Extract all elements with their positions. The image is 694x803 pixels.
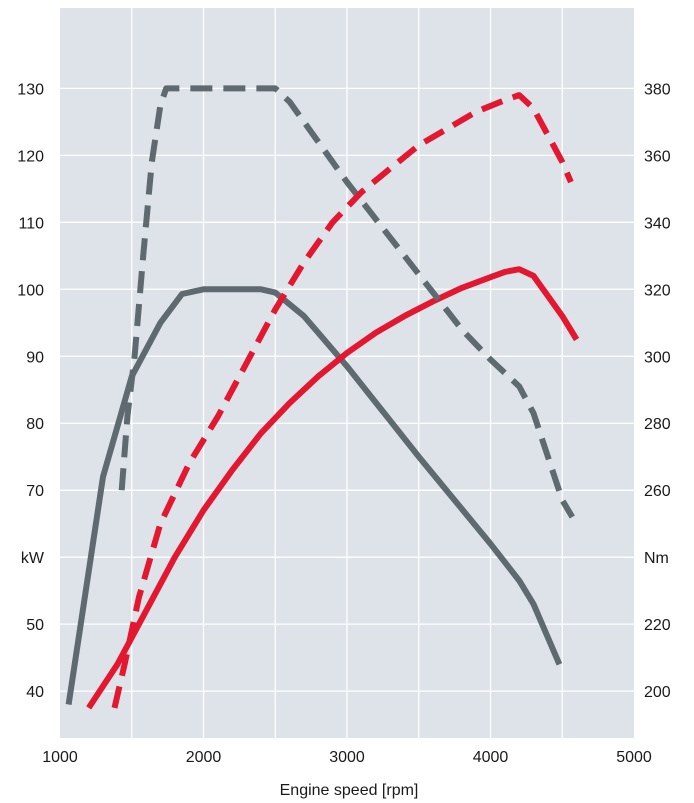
left-tick-label: 40: [26, 684, 44, 701]
right-tick-label: 360: [644, 148, 671, 165]
right-tick-label: 220: [644, 617, 671, 634]
left-tick-label: 80: [26, 416, 44, 433]
x-axis-title: Engine speed [rpm]: [280, 782, 419, 799]
x-tick-label: 4000: [473, 749, 509, 766]
x-axis-tick-labels: 1000 2000 3000 4000 5000: [42, 749, 652, 766]
right-tick-label: 280: [644, 416, 671, 433]
left-axis-tick-labels: 40 50 kW 70 80 90 100 110 120 130: [17, 81, 45, 701]
left-tick-label: 50: [26, 617, 44, 634]
power-line-red: [86, 266, 580, 710]
left-tick-label: 90: [26, 349, 44, 366]
left-tick-label: 120: [17, 148, 44, 165]
grid-lines: [60, 8, 634, 738]
right-axis-tick-labels: 200 220 Nm 260 280 300 320 340 360 380: [644, 81, 671, 701]
right-tick-label: 300: [644, 349, 671, 366]
x-tick-label: 5000: [616, 749, 652, 766]
left-tick-label: 110: [18, 215, 44, 232]
left-tick-label: 70: [26, 483, 44, 500]
right-tick-label: 380: [644, 81, 671, 98]
data-series: [65, 85, 580, 710]
right-tick-label: 260: [644, 483, 671, 500]
right-tick-label: Nm: [644, 550, 669, 567]
x-tick-label: 2000: [186, 749, 222, 766]
torque-line-gray: [118, 85, 575, 519]
power-line-gray: [65, 286, 563, 705]
x-tick-label: 1000: [42, 749, 78, 766]
torque-line-red: [111, 92, 574, 709]
left-tick-label: 100: [17, 282, 44, 299]
right-tick-label: 200: [644, 684, 671, 701]
left-tick-label: kW: [21, 550, 45, 567]
right-tick-label: 340: [644, 215, 671, 232]
right-tick-label: 320: [644, 282, 671, 299]
x-tick-label: 3000: [329, 749, 365, 766]
left-tick-label: 130: [17, 81, 44, 98]
